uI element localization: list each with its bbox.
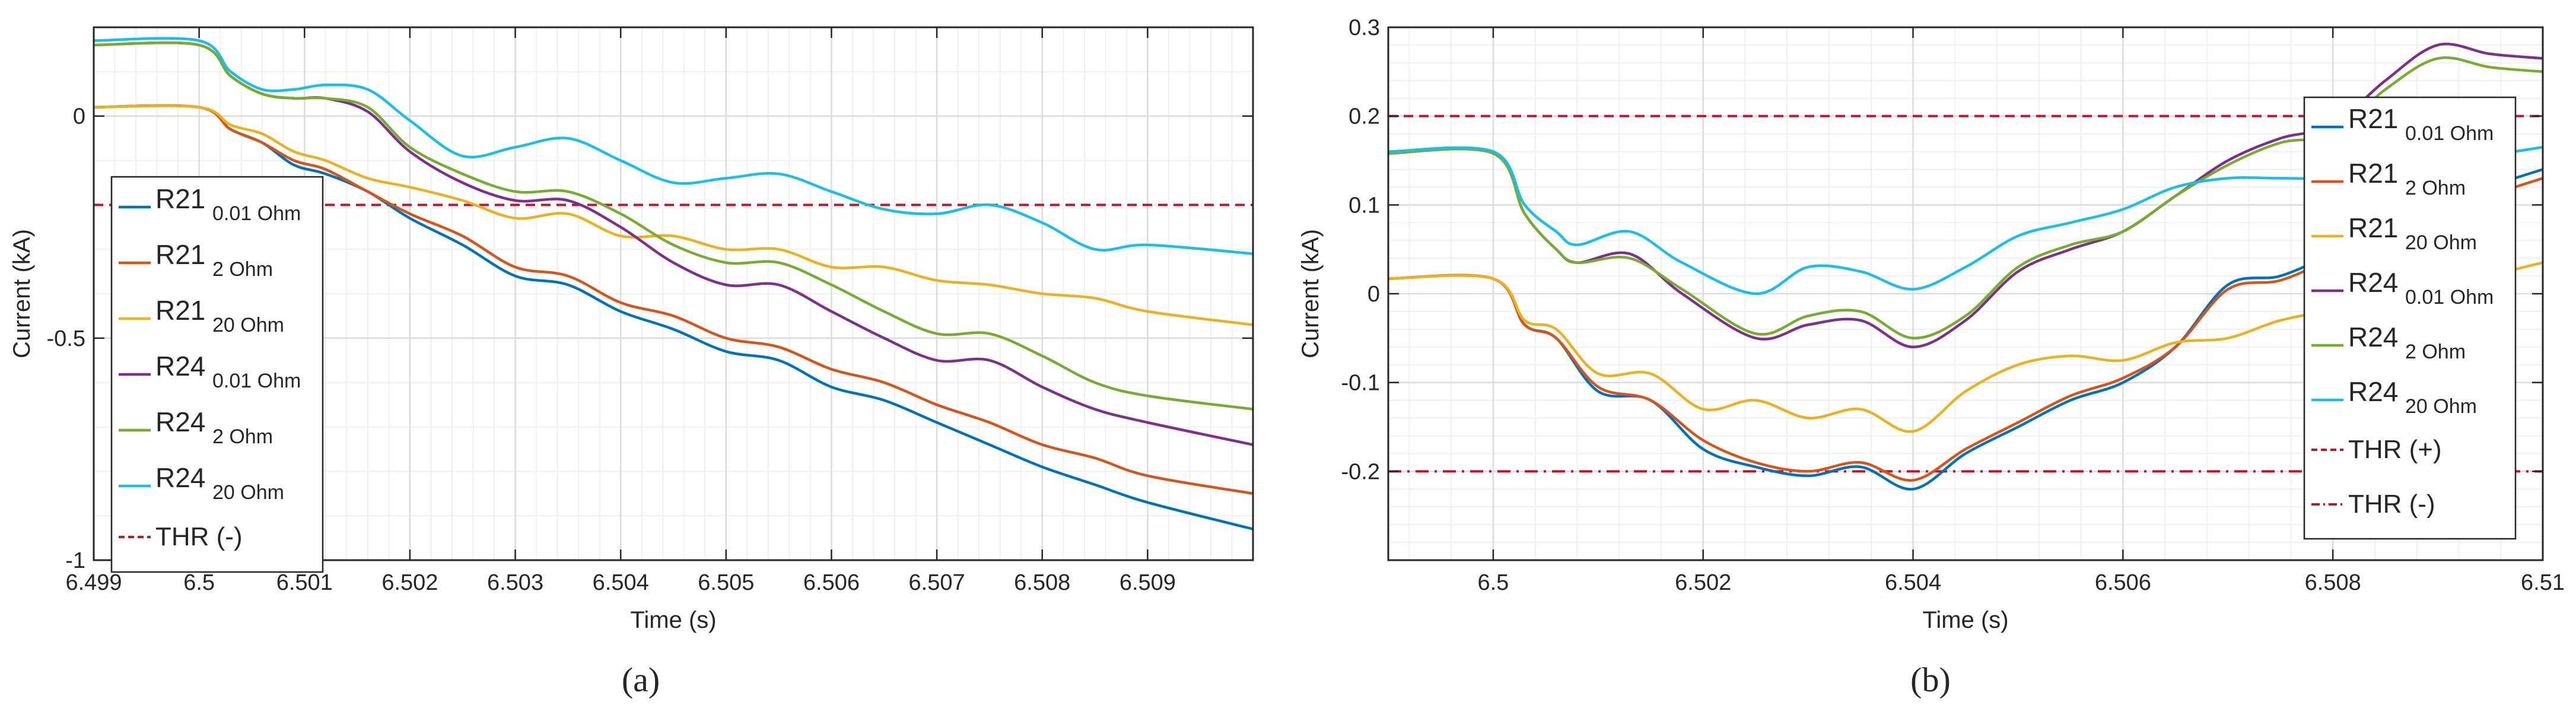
chart-a-x-tick-label: 6.509 (1120, 570, 1176, 595)
chart-a-legend-item: R21 0.01 Ohm (119, 183, 301, 225)
chart-b-y-tick-label: 0.3 (1349, 15, 1380, 40)
chart-a-caption: (a) (622, 660, 660, 699)
chart-a-legend-subscript: 0.01 Ohm (212, 202, 301, 225)
chart-b-y-tick-label: -0.2 (1341, 459, 1380, 484)
chart-a-legend-item: R21 20 Ohm (119, 295, 284, 336)
chart-a-legend-subscript: 20 Ohm (212, 314, 284, 336)
chart-b-legend-label: R21 (2348, 212, 2398, 243)
chart-a-legend-label: R21 (155, 295, 205, 326)
chart-a-series-line-4 (94, 41, 1253, 411)
chart-b-y-tick-label: 0 (1367, 282, 1380, 307)
panel-b: 6.5 6.502 6.504 6.506 6.508 6.51 -0.2 -0.1 0 0.1 0… (1297, 15, 2565, 699)
chart-a-x-axis-label: Time (s) (630, 607, 716, 633)
chart-a-legend-item: R24 20 Ohm (119, 462, 284, 504)
chart-a-y-tick-label: -0.5 (47, 326, 85, 351)
chart-b-legend-subscript: 0.01 Ohm (2405, 122, 2494, 145)
chart-a-x-tick-label: 6.506 (803, 570, 860, 595)
chart-a-x-tick-label: 6.502 (381, 570, 438, 595)
chart-b-legend-item: R21 0.01 Ohm (2311, 103, 2494, 145)
chart-a-y-tick-label: -1 (65, 548, 85, 573)
chart-b-legend-subscript: 0.01 Ohm (2405, 286, 2494, 309)
chart-a-legend-item: R21 2 Ohm (119, 239, 273, 281)
chart-a-x-tick-label: 6.501 (276, 570, 333, 595)
chart-b-legend-subscript: 2 Ohm (2405, 177, 2466, 199)
chart-a-legend-subscript: 2 Ohm (212, 258, 273, 281)
chart-b-x-tick-label: 6.506 (2095, 570, 2151, 595)
panel-a: 6.499 6.5 6.501 6.502 6.503 6.504 6.505 6.506 6.… (9, 26, 1254, 699)
chart-a-legend-label: R24 (155, 406, 205, 437)
chart-a-legend-label: R24 (155, 462, 205, 493)
chart-a-legend-label: R21 (155, 239, 205, 270)
chart-b-y-axis-label: Current (kA) (1297, 229, 1324, 358)
chart-a-y-axis-label: Current (kA) (9, 229, 35, 358)
chart-b-x-tick-label: 6.5 (1477, 570, 1509, 595)
chart-a-legend-subscript: 20 Ohm (212, 481, 284, 504)
chart-b-caption: (b) (1910, 660, 1951, 699)
chart-b-legend-label: R24 (2348, 322, 2398, 352)
chart-b-y-tick-label: 0.1 (1349, 193, 1380, 218)
chart-b-legend-subscript: 20 Ohm (2405, 231, 2477, 254)
chart-b-y-tick-label: -0.1 (1341, 371, 1380, 396)
chart-b-legend-item: R21 2 Ohm (2311, 158, 2466, 199)
chart-b-legend-label: R21 (2348, 103, 2398, 134)
chart-b-legend-item: THR (-) (2311, 490, 2435, 519)
chart-a-series-line-5 (94, 37, 1253, 255)
chart-b-legend-item: R21 20 Ohm (2311, 212, 2477, 254)
chart-b-legend-subscript: 20 Ohm (2405, 395, 2477, 418)
chart-a-x-tick-label: 6.505 (698, 570, 754, 595)
chart-a-series-group (94, 37, 1253, 530)
chart-a-series-line-0 (94, 104, 1253, 530)
chart-b-legend-item: R24 0.01 Ohm (2311, 267, 2494, 309)
chart-a-legend-item: THR (-) (119, 522, 243, 551)
chart-b-legend-item: R24 2 Ohm (2311, 322, 2466, 363)
chart-b-legend-label: R21 (2348, 158, 2398, 189)
chart-a-x-tick-label: 6.504 (593, 570, 649, 595)
chart-a-legend-item: R24 0.01 Ohm (119, 351, 301, 392)
chart-b-legend-label: R24 (2348, 267, 2398, 298)
chart-b-legend-label: THR (+) (2348, 435, 2442, 464)
chart-b-legend-subscript: 2 Ohm (2405, 341, 2466, 363)
chart-a-legend-label: R24 (155, 351, 205, 382)
chart-a-x-tick-label: 6.508 (1014, 570, 1070, 595)
chart-a-legend-label: R21 (155, 183, 205, 214)
chart-a-x-tick-label: 6.5 (183, 570, 215, 595)
chart-b-x-tick-label: 6.502 (1675, 570, 1731, 595)
chart-b-x-axis-label: Time (s) (1922, 607, 2008, 633)
chart-a-x-tick-label: 6.503 (487, 570, 543, 595)
chart-a-x-tick-label: 6.507 (909, 570, 965, 595)
chart-a-legend-item: R24 2 Ohm (119, 406, 273, 448)
chart-b-legend-item: R24 20 Ohm (2311, 376, 2477, 418)
chart-a-axes-box (93, 26, 1254, 561)
chart-a-legend-subscript: 0.01 Ohm (212, 370, 301, 392)
chart-b-y-tick-label: 0.2 (1349, 104, 1380, 129)
chart-a-series-line-1 (94, 104, 1253, 495)
chart-a-legend-label: THR (-) (155, 522, 243, 551)
chart-a-x-tick-label: 6.499 (65, 570, 122, 595)
chart-b-legend-label: R24 (2348, 376, 2398, 407)
chart-a-series-line-2 (94, 104, 1253, 326)
chart-b-x-tick-label: 6.504 (1885, 570, 1941, 595)
chart-a-y-tick-label: 0 (73, 104, 85, 129)
chart-b-legend-item: THR (+) (2311, 435, 2442, 464)
chart-a-legend-subscript: 2 Ohm (212, 425, 273, 448)
chart-b-x-tick-label: 6.51 (2521, 570, 2565, 595)
chart-b-legend-box (2303, 96, 2517, 540)
chart-b-legend-label: THR (-) (2348, 490, 2435, 519)
chart-b-x-tick-label: 6.508 (2305, 570, 2361, 595)
